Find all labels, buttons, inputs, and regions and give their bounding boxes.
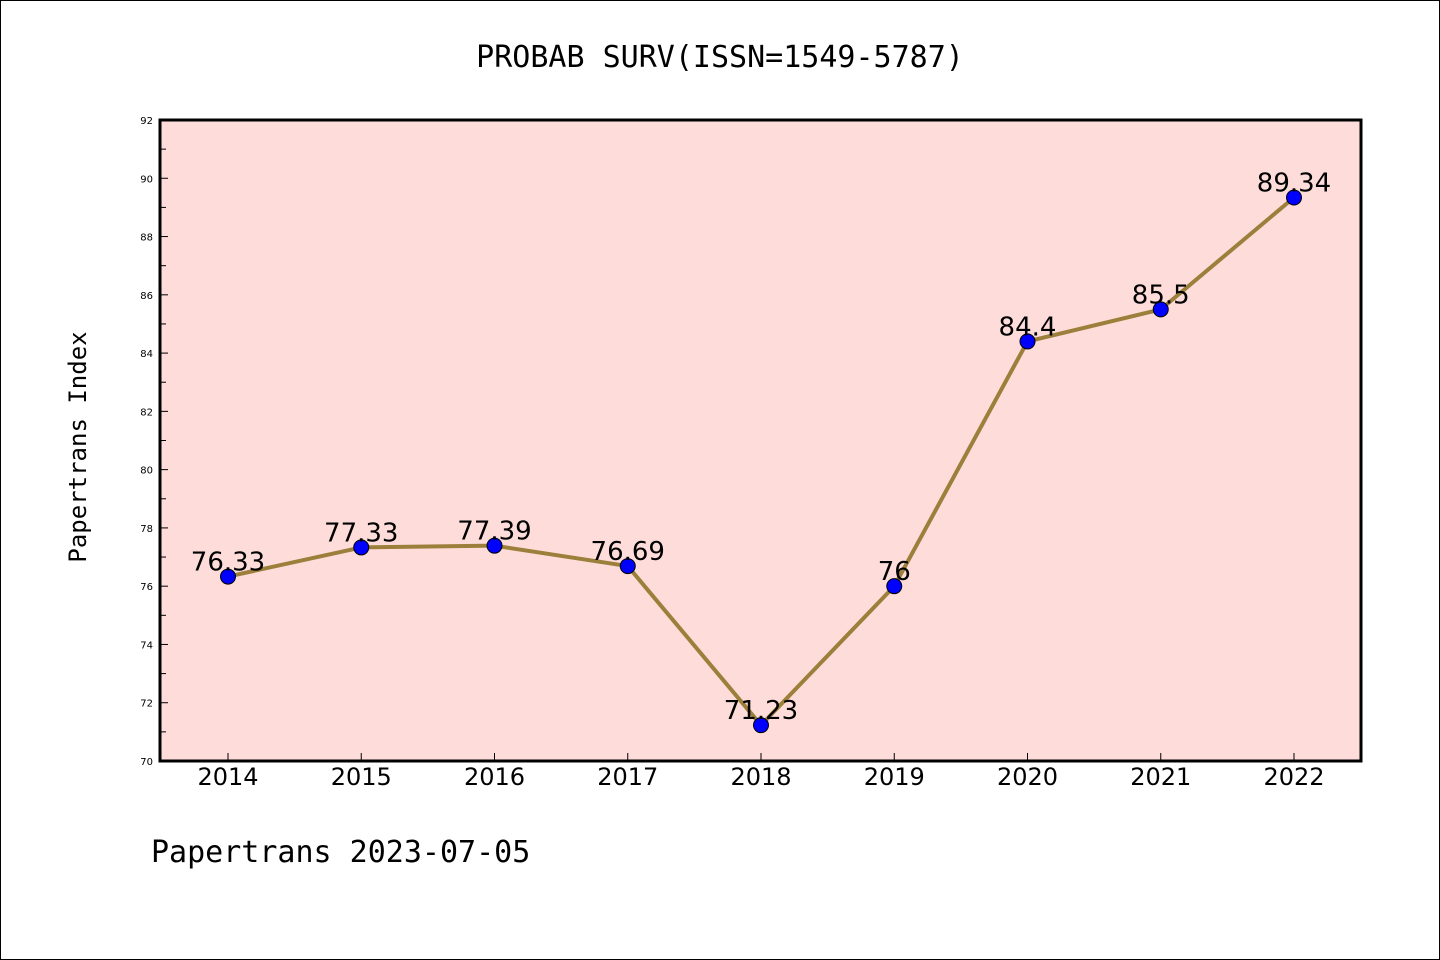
- data-label: 77.33: [324, 518, 398, 548]
- x-tick-label: 2014: [197, 763, 258, 791]
- y-tick-label: 74: [140, 640, 153, 651]
- data-point-marker: [486, 537, 503, 554]
- data-point-marker: [353, 539, 370, 556]
- y-tick-label: 80: [140, 466, 153, 477]
- y-tick-label: 84: [140, 349, 153, 360]
- data-point-marker: [753, 717, 769, 734]
- x-tick-label: 2018: [730, 763, 791, 791]
- y-tick-label: 78: [140, 524, 153, 535]
- y-tick-label: 82: [140, 407, 153, 418]
- data-markers: [220, 189, 1302, 734]
- data-label: 89.34: [1257, 169, 1331, 199]
- plot-area: [158, 118, 1363, 763]
- y-axis-label: Papertrans Index: [64, 331, 92, 562]
- y-tick-label: 88: [140, 233, 153, 244]
- data-label: 76: [878, 557, 911, 587]
- x-tick-label: 2015: [331, 763, 392, 791]
- y-tick-label: 76: [140, 582, 153, 593]
- data-point-marker: [619, 558, 636, 575]
- x-axis: 2014 2015 2016 2017 2018 2019 2020 2021 2022: [197, 753, 1325, 791]
- data-label: 84.4: [999, 312, 1057, 342]
- y-tick-label: 90: [140, 174, 153, 185]
- data-label: 76.69: [591, 537, 665, 567]
- chart-title: PROBAB SURV(ISSN=1549-5787): [476, 40, 964, 75]
- data-point-marker: [1019, 333, 1036, 350]
- y-tick-label: 92: [140, 116, 153, 127]
- data-label: 71.23: [724, 696, 798, 726]
- footer-credit: Papertrans 2023-07-05: [151, 835, 531, 870]
- x-tick-label: 2022: [1263, 763, 1324, 791]
- data-point-marker: [1286, 189, 1302, 206]
- y-axis: 70 72 74 76 78 80 82 84 86 88 90 92: [140, 116, 168, 768]
- data-label: 76.33: [191, 548, 265, 578]
- data-label: 77.39: [457, 517, 531, 547]
- data-point-marker: [886, 578, 903, 595]
- data-point-marker: [1152, 301, 1169, 318]
- x-tick-label: 2021: [1130, 763, 1191, 791]
- x-tick-label: 2016: [464, 763, 525, 791]
- y-tick-label: 72: [140, 699, 153, 710]
- y-tick-label: 70: [140, 757, 153, 768]
- data-labels: 76.33 77.33 77.39 76.69 71.23 76 84.4 85.5 89.34: [191, 169, 1331, 727]
- x-tick-label: 2017: [597, 763, 658, 791]
- y-tick-label: 86: [140, 291, 153, 302]
- data-point-marker: [220, 568, 236, 585]
- x-tick-label: 2019: [864, 763, 925, 791]
- x-tick-label: 2020: [997, 763, 1058, 791]
- data-label: 85.5: [1132, 280, 1190, 310]
